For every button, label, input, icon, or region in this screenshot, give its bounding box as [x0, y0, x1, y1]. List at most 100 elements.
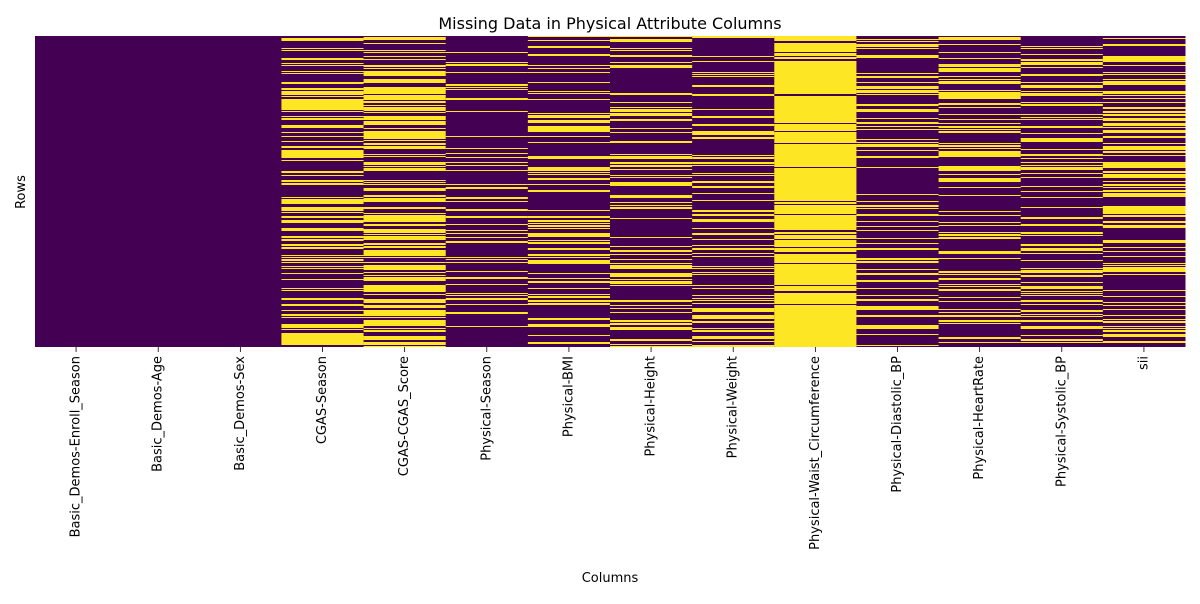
missing-cell — [938, 258, 1022, 259]
missing-cell — [774, 45, 857, 46]
missing-cell — [610, 36, 693, 37]
missing-cell — [938, 289, 1022, 290]
missing-cell — [610, 195, 693, 197]
missing-cell — [1020, 104, 1104, 105]
heatmap-column-5 — [445, 36, 529, 347]
missing-cell — [1102, 81, 1186, 83]
missing-cell — [774, 293, 857, 297]
missing-cell — [363, 236, 447, 237]
missing-cell — [281, 136, 365, 137]
missing-cell — [281, 183, 365, 184]
missing-cell — [692, 193, 775, 194]
missing-cell — [610, 205, 693, 206]
missing-cell — [1102, 290, 1186, 291]
missing-cell — [938, 76, 1022, 77]
missing-cell — [774, 340, 857, 342]
missing-cell — [774, 163, 857, 164]
missing-cell — [281, 71, 365, 72]
missing-cell — [774, 39, 857, 41]
missing-cell — [363, 230, 447, 233]
missing-cell — [363, 79, 447, 81]
missing-cell — [1102, 118, 1186, 120]
missing-cell — [1102, 221, 1186, 222]
missing-cell — [281, 65, 365, 66]
missing-cell — [281, 290, 365, 291]
missing-cell — [363, 338, 447, 339]
missing-cell — [1020, 62, 1104, 63]
missing-cell — [363, 294, 447, 295]
missing-cell — [1020, 342, 1104, 343]
missing-cell — [527, 120, 611, 121]
missing-cell — [938, 123, 1022, 124]
missing-cell — [445, 304, 529, 305]
missing-cell — [281, 310, 365, 311]
missing-cell — [281, 314, 365, 315]
missing-cell — [610, 323, 693, 325]
missing-cell — [774, 155, 857, 158]
missing-cell — [1102, 79, 1186, 80]
missing-cell — [938, 90, 1022, 91]
missing-cell — [610, 254, 693, 255]
missing-cell — [938, 129, 1022, 130]
missing-cell — [363, 143, 447, 144]
missing-cell — [774, 210, 857, 212]
missing-cell — [363, 92, 447, 94]
missing-cell — [1020, 232, 1104, 234]
missing-cell — [610, 281, 693, 284]
missing-cell — [527, 254, 611, 255]
missing-cell — [938, 146, 1022, 147]
missing-cell — [281, 160, 365, 161]
missing-cell — [445, 187, 529, 188]
missing-cell — [1102, 130, 1186, 133]
missing-cell — [1020, 74, 1104, 76]
missing-cell — [856, 194, 940, 195]
missing-cell — [774, 103, 857, 111]
missing-cell — [856, 122, 940, 124]
x-axis-ticks: Basic_Demos-Enroll_Season Basic_Demos-Age… — [69, 347, 1151, 550]
missing-cell — [1102, 309, 1186, 310]
missing-cell — [363, 154, 447, 155]
missing-cell — [774, 327, 857, 340]
missing-cell — [1102, 256, 1186, 257]
missing-cell — [281, 239, 365, 241]
missing-cell — [1102, 194, 1186, 196]
missing-cell — [692, 116, 775, 117]
missing-cell — [1020, 162, 1104, 163]
missing-cell — [692, 72, 775, 73]
missing-cell — [1020, 282, 1104, 283]
missing-cell — [610, 50, 693, 51]
missing-cell — [363, 217, 447, 218]
missing-cell — [610, 110, 693, 111]
missing-cell — [856, 308, 940, 310]
missing-cell — [1102, 251, 1186, 252]
missing-cell — [692, 309, 775, 311]
missing-cell — [363, 277, 447, 278]
missing-cell — [527, 220, 611, 222]
missing-cell — [527, 217, 611, 218]
missing-cell — [281, 150, 365, 155]
missing-cell — [1020, 310, 1104, 311]
missing-cell — [445, 262, 529, 263]
missing-cell — [692, 268, 775, 269]
missing-cell — [445, 184, 529, 185]
missing-cell — [445, 197, 529, 199]
missing-cell — [774, 266, 857, 284]
x-tick-label: Physical-Height — [644, 356, 659, 457]
missing-cell — [1102, 162, 1186, 165]
missing-cell — [281, 132, 365, 133]
missing-cell — [856, 39, 940, 40]
missing-cell — [445, 85, 529, 86]
missing-cell — [610, 285, 693, 286]
missing-cell — [856, 139, 940, 140]
missing-cell — [363, 305, 447, 307]
missing-cell — [1020, 268, 1104, 269]
missing-cell — [281, 288, 365, 289]
missing-cell — [938, 131, 1022, 132]
missing-cell — [774, 257, 857, 258]
missing-cell — [527, 47, 611, 48]
missing-cell — [527, 129, 611, 130]
missing-cell — [1020, 224, 1104, 225]
missing-cell — [1020, 335, 1104, 336]
missing-cell — [363, 121, 447, 125]
missing-cell — [281, 207, 365, 210]
